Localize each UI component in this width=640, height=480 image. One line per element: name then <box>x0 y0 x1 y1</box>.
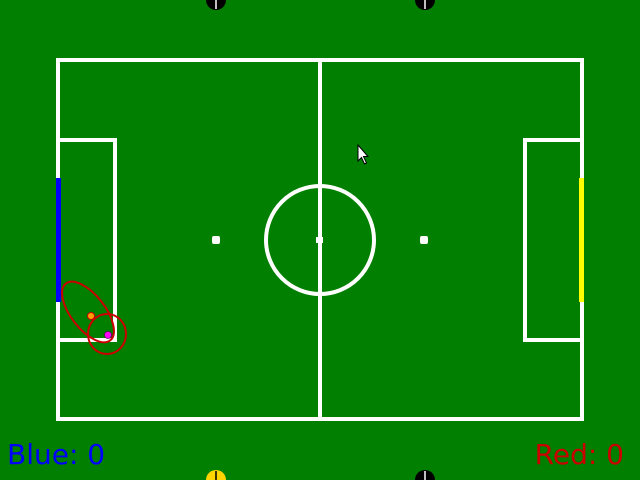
center-circle <box>264 184 376 296</box>
blue-goal <box>56 178 61 302</box>
blue-score: Blue: 0 <box>7 438 106 471</box>
ball[interactable] <box>104 331 112 339</box>
robot-uncertainty-ellipse <box>61 280 115 344</box>
right-penalty-spot <box>420 236 428 244</box>
robot-half-disc-icon[interactable] <box>415 470 435 480</box>
robot-half-disc-icon[interactable] <box>206 0 226 10</box>
left-penalty-spot <box>212 236 220 244</box>
robot-half-disc-icon[interactable] <box>206 470 226 480</box>
center-spot <box>316 237 323 243</box>
robot-half-disc-icon[interactable] <box>415 0 435 10</box>
robot-position-marker[interactable] <box>87 312 95 320</box>
left-goal-area <box>58 138 117 342</box>
ball-uncertainty-ellipse <box>87 313 127 355</box>
yellow-goal <box>579 178 584 302</box>
red-score: Red: 0 <box>534 438 624 471</box>
mouse-pointer-icon <box>357 143 370 165</box>
right-goal-area <box>523 138 582 342</box>
